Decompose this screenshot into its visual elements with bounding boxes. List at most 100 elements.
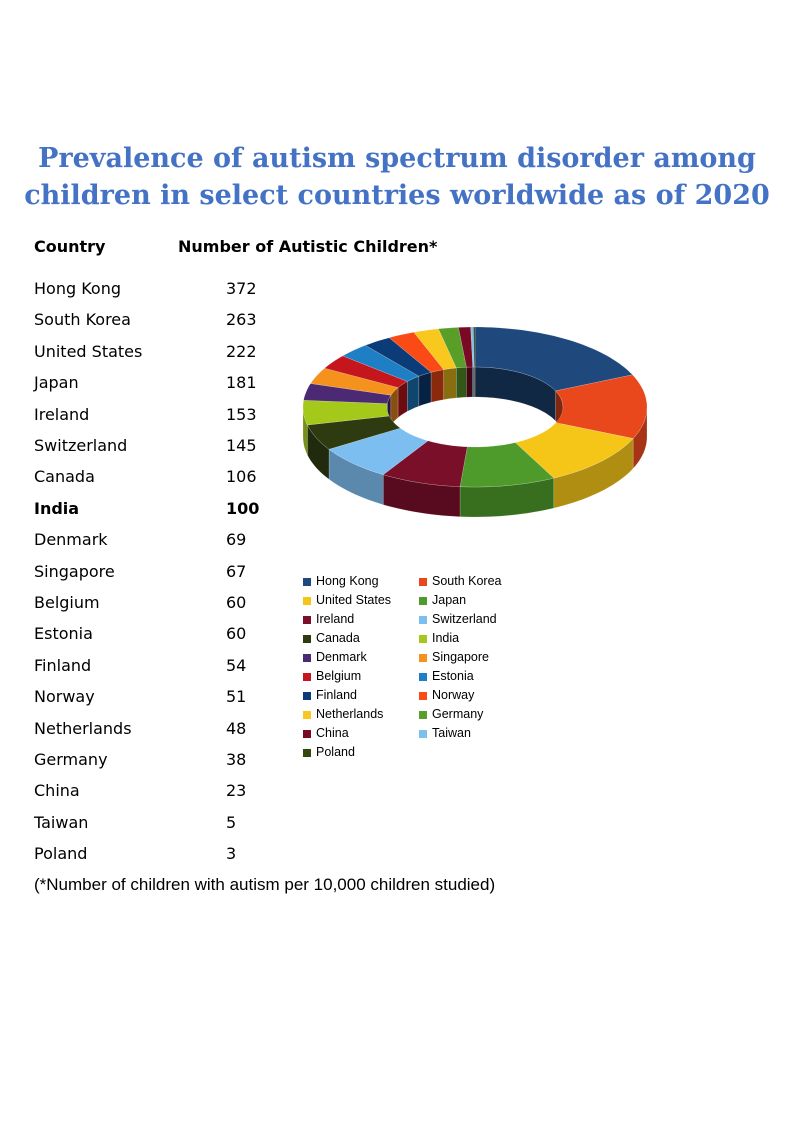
legend-swatch bbox=[303, 653, 311, 662]
country-cell: Ireland bbox=[34, 404, 90, 424]
legend-swatch bbox=[419, 710, 427, 719]
country-cell: Denmark bbox=[34, 530, 108, 550]
donut-inner-wall bbox=[397, 380, 408, 419]
legend-label: Germany bbox=[432, 707, 484, 721]
value-cell: 100 bbox=[226, 498, 260, 518]
value-cell: 153 bbox=[226, 404, 257, 424]
legend-label: Switzerland bbox=[432, 612, 497, 626]
legend-swatch bbox=[419, 596, 427, 605]
table-row: India 100 bbox=[34, 499, 334, 530]
value-cell: 48 bbox=[226, 718, 247, 738]
legend-label: India bbox=[432, 631, 460, 645]
legend-item: Hong Kong bbox=[303, 573, 419, 590]
value-cell: 51 bbox=[226, 687, 247, 707]
donut-inner-wall bbox=[430, 369, 444, 403]
legend-label: China bbox=[316, 726, 349, 740]
table-row: Belgium 60 bbox=[34, 593, 334, 624]
legend-label: Hong Kong bbox=[316, 574, 379, 588]
value-column-header: Number of Autistic Children* bbox=[178, 237, 438, 256]
value-cell: 145 bbox=[226, 436, 257, 455]
legend-item: Norway bbox=[419, 687, 535, 704]
value-cell: 3 bbox=[226, 844, 237, 864]
value-cell: 69 bbox=[226, 530, 247, 550]
donut-inner-wall bbox=[466, 366, 474, 398]
table-row: Netherlands 48 bbox=[34, 719, 334, 750]
donut-slice bbox=[473, 326, 476, 368]
table-row: Japan 181 bbox=[34, 373, 334, 404]
legend-label: Taiwan bbox=[432, 726, 471, 740]
legend-item: Germany bbox=[419, 706, 535, 723]
legend-swatch bbox=[303, 634, 311, 643]
legend-label: Poland bbox=[316, 745, 355, 759]
table-row: China 23 bbox=[34, 781, 334, 812]
legend-item: Poland bbox=[303, 744, 419, 761]
country-cell: Singapore bbox=[34, 561, 115, 581]
country-cell: Netherlands bbox=[34, 718, 132, 738]
legend-label: Denmark bbox=[316, 650, 367, 664]
table-row: Hong Kong 372 bbox=[34, 279, 334, 310]
country-cell: Finland bbox=[34, 655, 92, 675]
value-cell: 23 bbox=[226, 781, 247, 801]
value-cell: 60 bbox=[226, 593, 247, 612]
donut-outer-wall bbox=[302, 406, 308, 456]
value-cell: 67 bbox=[226, 561, 247, 581]
table-row: Norway 51 bbox=[34, 687, 334, 718]
legend-swatch bbox=[419, 577, 427, 586]
table-row: United States 222 bbox=[34, 342, 334, 373]
legend-label: Finland bbox=[316, 688, 357, 702]
legend-item: China bbox=[303, 725, 419, 742]
country-cell: Switzerland bbox=[34, 436, 128, 455]
country-cell: Germany bbox=[34, 750, 108, 769]
country-cell: China bbox=[34, 781, 80, 801]
table-row: Finland 54 bbox=[34, 656, 334, 687]
value-cell: 60 bbox=[226, 624, 247, 644]
value-cell: 38 bbox=[226, 750, 247, 769]
legend-label: Japan bbox=[432, 593, 467, 607]
table-row: South Korea 263 bbox=[34, 310, 334, 341]
country-cell: Belgium bbox=[34, 593, 100, 612]
country-cell: Hong Kong bbox=[34, 279, 121, 298]
donut-inner-wall bbox=[407, 375, 420, 412]
legend-item: Switzerland bbox=[419, 611, 535, 628]
value-cell: 181 bbox=[226, 373, 257, 393]
country-cell: Poland bbox=[34, 844, 88, 864]
legend-item: Singapore bbox=[419, 649, 535, 666]
legend-swatch bbox=[303, 672, 311, 681]
value-cell: 372 bbox=[226, 279, 257, 298]
legend-swatch bbox=[419, 729, 427, 738]
legend-swatch bbox=[303, 577, 311, 586]
legend-swatch bbox=[419, 691, 427, 700]
legend-item: Denmark bbox=[303, 649, 419, 666]
table-row: Ireland 153 bbox=[34, 405, 334, 436]
legend-label: Singapore bbox=[432, 650, 489, 664]
legend-item: United States bbox=[303, 592, 419, 609]
legend-swatch bbox=[303, 748, 311, 757]
donut-chart bbox=[302, 326, 648, 518]
legend-label: Ireland bbox=[316, 612, 355, 626]
country-cell: South Korea bbox=[34, 310, 131, 330]
country-cell: India bbox=[34, 498, 80, 518]
table-row: Denmark 69 bbox=[34, 530, 334, 561]
country-cell: Japan bbox=[34, 373, 79, 393]
legend-item: Ireland bbox=[303, 611, 419, 628]
legend-label: Canada bbox=[316, 631, 360, 645]
country-cell: Canada bbox=[34, 467, 95, 487]
legend-item: Belgium bbox=[303, 668, 419, 685]
legend-label: Estonia bbox=[432, 669, 474, 683]
legend-label: Netherlands bbox=[316, 707, 384, 721]
value-cell: 222 bbox=[226, 341, 257, 361]
footnote: (*Number of children with autism per 10,… bbox=[34, 875, 496, 894]
legend-item: South Korea bbox=[419, 573, 535, 590]
country-cell: Estonia bbox=[34, 624, 93, 644]
table-row: Singapore 67 bbox=[34, 562, 334, 593]
value-cell: 54 bbox=[226, 655, 247, 675]
chart-legend: Hong Kong South Korea United States Japan Ir… bbox=[303, 573, 543, 761]
table-row: Germany 38 bbox=[34, 750, 334, 781]
legend-item: Estonia bbox=[419, 668, 535, 685]
value-cell: 106 bbox=[226, 467, 257, 487]
legend-item: Netherlands bbox=[303, 706, 419, 723]
country-cell: Norway bbox=[34, 687, 95, 707]
value-cell: 5 bbox=[226, 812, 237, 832]
table-row: Poland 3 bbox=[34, 844, 334, 875]
donut-inner-wall bbox=[443, 367, 457, 400]
